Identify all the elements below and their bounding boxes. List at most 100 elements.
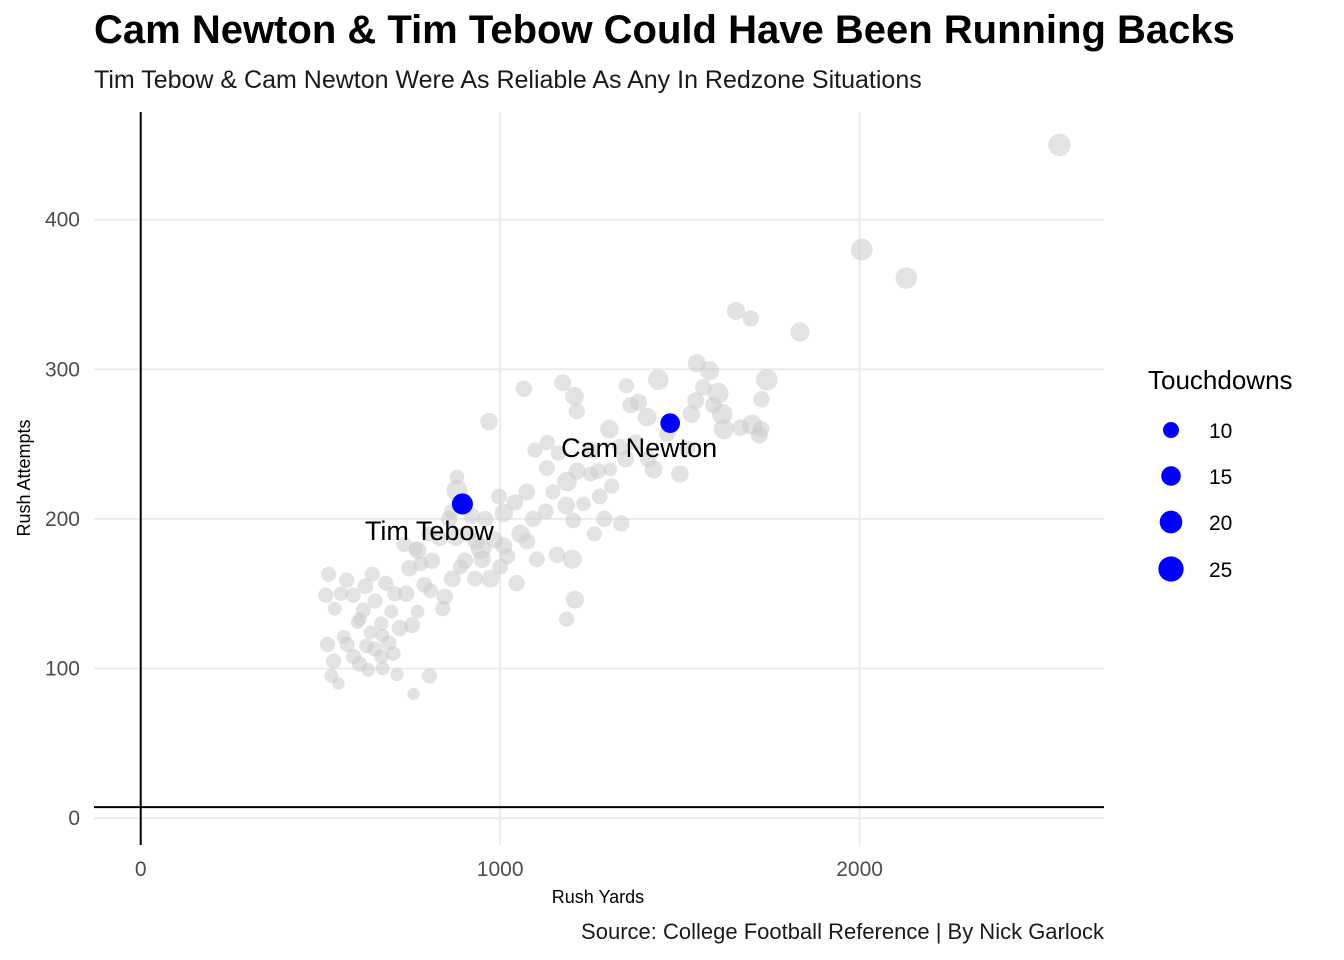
data-point [387, 586, 403, 602]
chart-subtitle: Tim Tebow & Cam Newton Were As Reliable … [94, 66, 922, 94]
legend-label: 20 [1209, 512, 1232, 535]
legend-key [1159, 510, 1183, 534]
data-point [449, 469, 465, 485]
data-point [384, 604, 399, 619]
data-point [345, 587, 361, 603]
data-point [647, 369, 669, 391]
data-point [562, 549, 582, 569]
data-point [390, 667, 404, 682]
data-point [508, 574, 525, 592]
data-point [467, 570, 483, 587]
data-point [443, 570, 461, 588]
data-point [375, 628, 390, 643]
y-tick-label: 300 [45, 358, 80, 381]
data-point [618, 378, 634, 394]
data-point [452, 559, 469, 575]
data-point [756, 368, 778, 391]
legend-key [1161, 466, 1181, 486]
data-point [481, 569, 500, 588]
data-point [682, 405, 701, 423]
y-tick-label: 0 [68, 807, 80, 830]
data-point [695, 379, 712, 396]
data-point [790, 322, 810, 342]
data-point [591, 488, 608, 505]
data-point [539, 434, 555, 451]
data-point [565, 512, 582, 529]
data-point [361, 663, 376, 677]
data-point [568, 462, 586, 480]
data-point [436, 588, 454, 605]
data-point [339, 572, 355, 588]
data-point [336, 630, 351, 645]
x-tick-label: 2000 [836, 858, 883, 881]
data-point [515, 380, 533, 397]
data-point [396, 536, 412, 552]
data-point [333, 586, 349, 601]
data-point [477, 510, 494, 527]
data-point [386, 646, 401, 661]
grid-lines [94, 112, 1104, 845]
legend-label: 15 [1209, 466, 1232, 489]
highlight-label: Tim Tebow [365, 516, 495, 546]
data-point [326, 653, 342, 669]
data-point [518, 483, 536, 501]
data-point [528, 551, 545, 568]
highlight-points: Tim Tebow Cam Newton [365, 413, 717, 546]
data-point [613, 515, 630, 532]
highlight-label: Cam Newton [561, 433, 717, 463]
chart-title: Cam Newton & Tim Tebow Could Have Been R… [94, 8, 1235, 52]
data-point [473, 550, 491, 569]
y-axis-title: Rush Attempts [14, 419, 34, 536]
data-point [446, 527, 466, 546]
x-axis-title: Rush Yards [552, 887, 644, 907]
tick-labels: 0 1000 2000 0 100 200 300 400 [45, 209, 883, 881]
data-point [527, 442, 543, 458]
highlight-point [660, 413, 681, 433]
data-point [742, 310, 759, 327]
data-point [422, 583, 439, 599]
data-point [548, 546, 566, 564]
size-legend: Touchdowns 10 15 20 25 [1148, 365, 1293, 582]
data-point [576, 496, 591, 512]
data-point [374, 649, 389, 664]
data-point [554, 374, 572, 392]
data-point [413, 556, 429, 572]
data-point [550, 445, 567, 461]
legend-label: 10 [1209, 420, 1232, 443]
legend-key [1158, 556, 1184, 582]
data-point [590, 463, 607, 479]
data-point [603, 462, 618, 477]
data-points [318, 133, 1071, 701]
legend-label: 25 [1209, 559, 1232, 582]
data-point [545, 484, 561, 500]
axes [94, 112, 1104, 845]
data-point [753, 390, 770, 408]
data-point [537, 503, 554, 520]
data-point [586, 526, 602, 542]
data-point [732, 419, 749, 436]
y-tick-label: 200 [45, 508, 80, 531]
data-point [435, 601, 451, 617]
data-point [752, 420, 770, 438]
chart-caption: Source: College Football Reference | By … [581, 919, 1104, 944]
y-tick-label: 100 [45, 657, 80, 680]
data-point [506, 494, 524, 511]
data-point [332, 677, 345, 690]
data-point [687, 354, 706, 373]
data-point [327, 601, 342, 616]
data-point [850, 238, 873, 261]
data-point [557, 496, 576, 515]
data-point [1048, 133, 1071, 157]
data-point [705, 396, 722, 414]
data-point [375, 661, 390, 676]
x-tick-label: 1000 [477, 858, 524, 881]
data-point [421, 526, 437, 542]
data-point [671, 465, 689, 483]
data-point [603, 478, 620, 494]
data-point [363, 625, 378, 640]
data-point [404, 617, 421, 634]
data-point [491, 488, 508, 505]
data-point [350, 615, 365, 630]
data-point [367, 593, 383, 609]
